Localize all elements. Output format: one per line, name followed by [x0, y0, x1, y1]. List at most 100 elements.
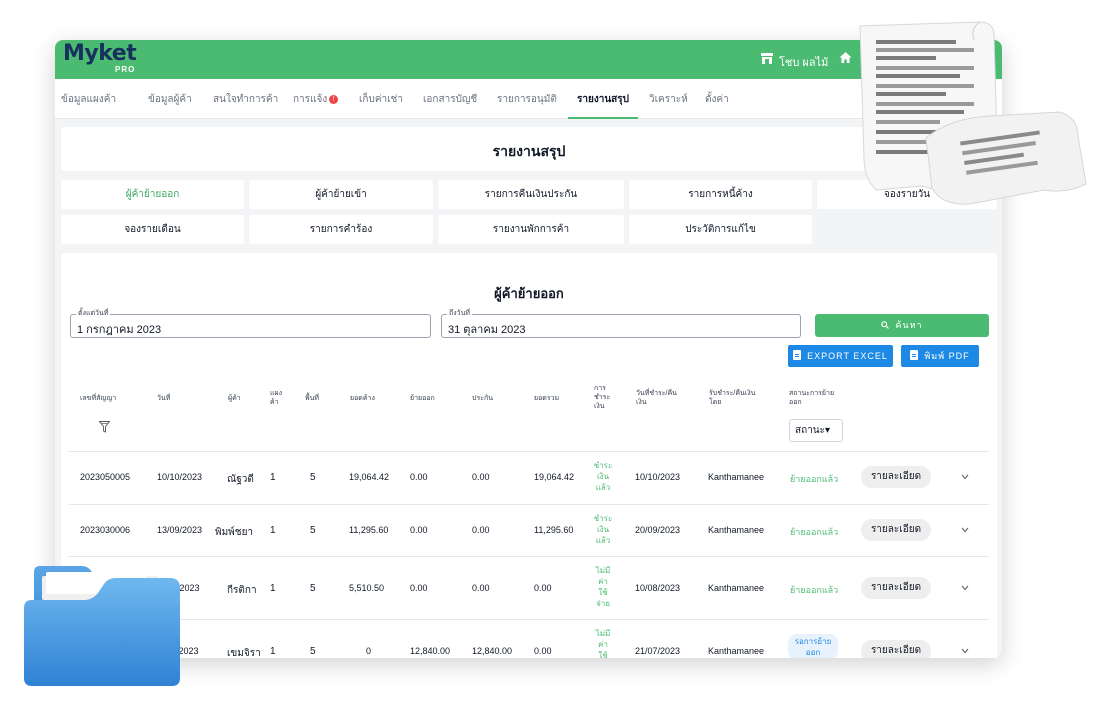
payment-status: ชำระ เงิน แล้ว [593, 461, 613, 492]
to-date-label: ถึงวันที่ [447, 309, 472, 318]
nav-approvals[interactable]: รายการอนุมัติ [497, 94, 557, 105]
paid-by: Kanthamanee [708, 646, 765, 656]
tile-suspension-report[interactable]: รายงานพักการค้า [438, 215, 624, 244]
total-amount: 0.00 [534, 646, 552, 656]
chevron-down-icon[interactable] [961, 474, 969, 480]
area: 5 [310, 646, 316, 657]
nav-stall-info[interactable]: ข้อมูลแผงค้า [61, 94, 117, 105]
contract-no: 2023050005 [80, 472, 131, 482]
vendor-name: ณัฐวดี [227, 474, 254, 485]
nav-analytics[interactable]: วิเคราะห์ [649, 94, 688, 105]
tile-outstanding-debt[interactable]: รายการหนี้ค้าง [629, 180, 812, 209]
moveout-status: ย้ายออกแล้ว [790, 527, 839, 537]
tile-vendor-movein[interactable]: ผู้ค้าย้ายเข้า [249, 180, 433, 209]
pay-date: 21/07/2023 [635, 646, 681, 656]
file-icon [910, 350, 919, 360]
to-date-field[interactable]: ถึงวันที่ 31 ตุลาคม 2023 [441, 309, 801, 338]
logo: Myket [63, 41, 137, 66]
nav-notify[interactable]: การแจ้ง! [293, 92, 339, 107]
detail-button[interactable]: รายละเอียด [861, 466, 931, 488]
moveout-amount: 0.00 [410, 525, 428, 535]
col-deposit: ประกัน [472, 395, 493, 402]
nav-accounting-docs[interactable]: เอกสารบัญชี [423, 94, 478, 105]
tile-vendor-moveout[interactable]: ผู้ค้าย้ายออก [61, 180, 244, 209]
search-button[interactable]: ค้นหา [815, 314, 989, 337]
export-pdf-label: พิมพ์ PDF [924, 351, 970, 361]
nav-settings[interactable]: ตั้งค่า [705, 94, 729, 105]
detail-button[interactable]: รายละเอียด [861, 577, 931, 599]
col-vendor: ผู้ค้า [228, 395, 241, 402]
nav-vendor-info[interactable]: ข้อมูลผู้ค้า [148, 94, 192, 105]
deposit-amount: 0.00 [472, 525, 490, 535]
detail-button[interactable]: รายละเอียด [861, 640, 931, 658]
nav-collect-rent[interactable]: เก็บค่าเช่า [359, 94, 403, 105]
chevron-down-icon[interactable] [961, 648, 969, 654]
search-icon [881, 321, 890, 329]
nav-summary-report[interactable]: รายงานสรุป [577, 94, 630, 105]
col-owed: ยอดค้าง [350, 395, 375, 402]
status-filter-select[interactable]: สถานะ▾ [789, 419, 843, 442]
chevron-down-icon[interactable] [961, 527, 969, 533]
moveout-status: ย้ายออกแล้ว [790, 585, 839, 595]
contract-no: 2023030006 [80, 525, 131, 535]
nav-interested[interactable]: สนใจทำการค้า [213, 94, 279, 105]
col-pay-date: วันที่ชำระ/คืน เงิน [636, 390, 677, 406]
col-date: วันที่ [157, 395, 171, 402]
moveout-status: ย้ายออกแล้ว [790, 474, 839, 484]
total-amount: 0.00 [534, 583, 552, 593]
to-date-value: 31 ตุลาคม 2023 [448, 324, 526, 336]
area: 5 [310, 525, 316, 536]
stall-count: 1 [270, 525, 276, 536]
deposit-amount: 12,840.00 [472, 646, 513, 656]
row-date: /2023 [176, 646, 199, 656]
shop-icon [761, 53, 773, 64]
file-icon [793, 350, 802, 360]
tile-edit-history[interactable]: ประวัติการแก้ไข [629, 215, 812, 244]
table-row: 2023050005 10/10/2023 ณัฐวดี 1 5 19,064.… [69, 451, 989, 504]
row-date: 10/10/2023 [157, 472, 203, 482]
moveout-amount: 12,840.00 [410, 646, 451, 656]
tile-deposit-refund[interactable]: รายการคืนเงินประกัน [438, 180, 624, 209]
owed-amount: 5,510.50 [349, 583, 385, 593]
col-area: พื้นที่ [305, 395, 320, 402]
col-payment: การ ชำระ เงิน [594, 385, 611, 410]
home-icon[interactable] [839, 51, 852, 64]
from-date-label: ตั้งแต่วันที่ [76, 309, 111, 318]
payment-status: ชำระ เงิน แล้ว [593, 514, 613, 545]
row-date: 3/2023 [172, 583, 200, 593]
payment-status: ไม่มี ค่า ใช้ จ่าย [595, 566, 611, 608]
receipt-illustration [859, 21, 1087, 205]
nav-notify-label: การแจ้ง [293, 94, 328, 105]
paid-by: Kanthamanee [708, 525, 765, 535]
tile-monthly-booking[interactable]: จองรายเดือน [61, 215, 244, 244]
moveout-status: รอการย้าย ออก [788, 634, 838, 658]
chevron-down-icon[interactable] [961, 585, 969, 591]
col-stall: แผง ค้า [270, 390, 283, 406]
vendor-name: กีรติกา [227, 585, 257, 596]
payment-status: ไม่มี ค่า ใช้ [595, 629, 611, 658]
table-row: 3/2023 กีรติกา 1 5 5,510.50 0.00 0.00 0.… [69, 556, 989, 619]
notify-badge: ! [329, 95, 339, 104]
app-window: Myket PRO โชบ ผลไม้ ธุ ข้อมูลแผงค้า ข้อม… [55, 40, 1002, 658]
report-panel: ผู้ค้าย้ายออก ตั้งแต่วันที่ 1 กรกฎาคม 20… [61, 253, 997, 658]
total-amount: 11,295.60 [534, 525, 574, 535]
paid-by: Kanthamanee [708, 583, 765, 593]
from-date-field[interactable]: ตั้งแต่วันที่ 1 กรกฎาคม 2023 [70, 309, 431, 338]
stall-count: 1 [270, 472, 276, 483]
report-title: ผู้ค้าย้ายออก [494, 286, 564, 301]
tile-requests[interactable]: รายการคำร้อง [249, 215, 433, 244]
table-row: 2023030006 13/09/2023 พิมพ์ชยา 1 5 11,29… [69, 504, 989, 556]
detail-button[interactable]: รายละเอียด [861, 519, 931, 541]
owed-amount: 19,064.42 [349, 472, 390, 482]
main-nav: ข้อมูลแผงค้า ข้อมูลผู้ค้า สนใจทำการค้า ก… [55, 79, 1002, 119]
col-total: ยอดรวม [534, 395, 560, 402]
col-contract: เลขที่สัญญา [80, 395, 117, 402]
vendor-name: พิมพ์ชยา [215, 527, 254, 538]
page-title-card: รายงานสรุป [61, 127, 997, 171]
logo-sub: PRO [115, 65, 136, 74]
shop-name[interactable]: โชบ ผลไม้ [779, 57, 829, 69]
export-excel-button[interactable]: EXPORT EXCEL [788, 345, 893, 367]
filter-icon[interactable] [99, 421, 110, 433]
export-pdf-button[interactable]: พิมพ์ PDF [901, 345, 979, 367]
